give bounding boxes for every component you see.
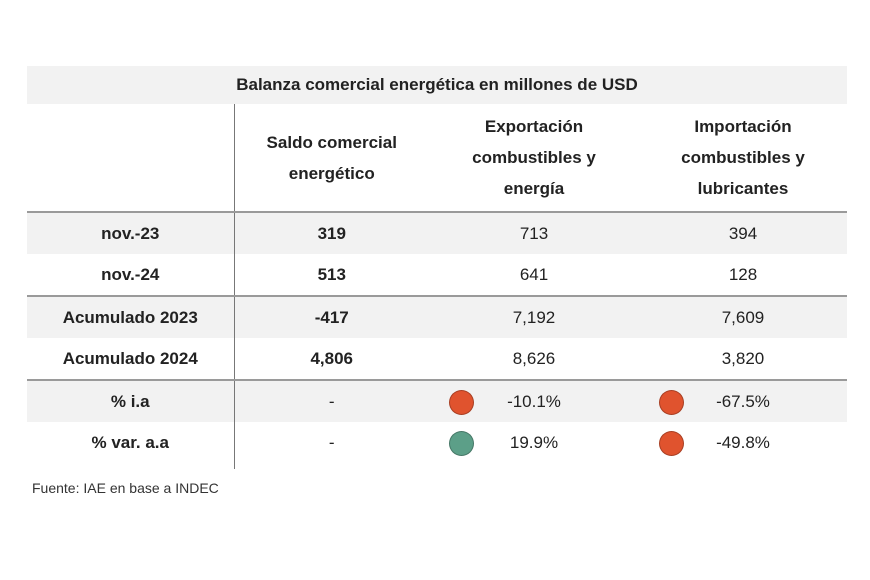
header-import-line: combustibles y xyxy=(681,148,805,167)
row-label: Acumulado 2023 xyxy=(27,296,235,338)
saldo-value: -417 xyxy=(234,296,429,338)
header-export-line: Exportación xyxy=(484,117,584,136)
export-value: 8,626 xyxy=(429,338,639,381)
energy-trade-table: Saldo comercial energético Exportación c… xyxy=(27,104,847,463)
header-saldo-line: Saldo comercial xyxy=(266,132,397,152)
import-value: 3,820 xyxy=(639,338,847,381)
energy-trade-table-container: Balanza comercial energética en millones… xyxy=(27,66,847,463)
status-indicator-icon xyxy=(449,390,474,415)
export-value: 7,192 xyxy=(429,296,639,338)
status-indicator-icon xyxy=(449,431,474,456)
table-row: % i.a - -10.1% -67.5% xyxy=(27,380,847,422)
row-label: Acumulado 2024 xyxy=(27,338,235,381)
column-divider xyxy=(234,449,235,469)
export-value: 19.9% xyxy=(509,432,559,452)
table-row: Acumulado 2024 4,806 8,626 3,820 xyxy=(27,338,847,381)
header-import: Importación combustibles y lubricantes xyxy=(639,104,847,213)
table-row: Acumulado 2023 -417 7,192 7,609 xyxy=(27,296,847,338)
status-indicator-icon xyxy=(659,431,684,456)
export-cell: -10.1% xyxy=(429,380,639,422)
header-import-line: lubricantes xyxy=(697,179,789,198)
import-cell: -67.5% xyxy=(639,380,847,422)
import-value: -49.8% xyxy=(716,432,770,452)
header-row: Saldo comercial energético Exportación c… xyxy=(27,104,847,213)
saldo-value: - xyxy=(328,432,335,452)
export-value: 713 xyxy=(429,212,639,254)
header-saldo-line: energético xyxy=(288,163,375,183)
header-saldo: Saldo comercial energético xyxy=(234,104,429,213)
header-export-line: energía xyxy=(503,179,565,198)
header-empty xyxy=(27,104,235,213)
saldo-value: 513 xyxy=(234,254,429,297)
saldo-value: 4,806 xyxy=(234,338,429,381)
export-value: -10.1% xyxy=(507,391,561,411)
table-title: Balanza comercial energética en millones… xyxy=(27,66,847,104)
export-value: 641 xyxy=(429,254,639,297)
row-label: nov.-24 xyxy=(27,254,235,297)
saldo-value: - xyxy=(234,380,429,422)
import-value: 128 xyxy=(639,254,847,297)
row-label: % var. a.a xyxy=(27,422,235,463)
table-row: % var. a.a - 19.9% -49.8% xyxy=(27,422,847,463)
header-import-line: Importación xyxy=(694,117,792,136)
export-cell: 19.9% xyxy=(429,422,639,463)
import-value: 394 xyxy=(639,212,847,254)
table-row: nov.-23 319 713 394 xyxy=(27,212,847,254)
saldo-value: 319 xyxy=(234,212,429,254)
import-value: 7,609 xyxy=(639,296,847,338)
header-export-line: combustibles y xyxy=(472,148,596,167)
table-row: nov.-24 513 641 128 xyxy=(27,254,847,297)
import-value: -67.5% xyxy=(716,391,770,411)
import-cell: -49.8% xyxy=(639,422,847,463)
row-label: % i.a xyxy=(27,380,235,422)
status-indicator-icon xyxy=(659,390,684,415)
source-note: Fuente: IAE en base a INDEC xyxy=(32,480,219,496)
header-export: Exportación combustibles y energía xyxy=(429,104,639,213)
row-label: nov.-23 xyxy=(27,212,235,254)
